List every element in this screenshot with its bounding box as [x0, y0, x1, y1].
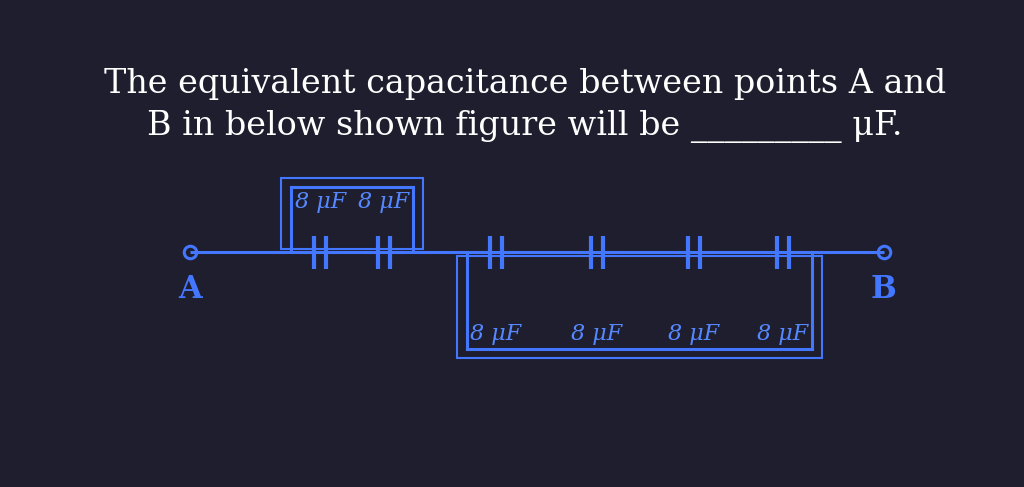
- Text: 8 μF: 8 μF: [571, 323, 623, 345]
- Text: A: A: [178, 274, 202, 305]
- Bar: [458, 256, 821, 358]
- Bar: [282, 178, 423, 249]
- Text: 8 μF: 8 μF: [358, 191, 410, 213]
- Text: The equivalent capacitance between points A and: The equivalent capacitance between point…: [103, 68, 946, 100]
- Text: 8 μF: 8 μF: [668, 323, 720, 345]
- Text: 8 μF: 8 μF: [295, 191, 346, 213]
- Text: B: B: [870, 274, 896, 305]
- Text: 8 μF: 8 μF: [758, 323, 809, 345]
- Text: 8 μF: 8 μF: [470, 323, 522, 345]
- Text: B in below shown figure will be _________ μF.: B in below shown figure will be ________…: [147, 110, 902, 143]
